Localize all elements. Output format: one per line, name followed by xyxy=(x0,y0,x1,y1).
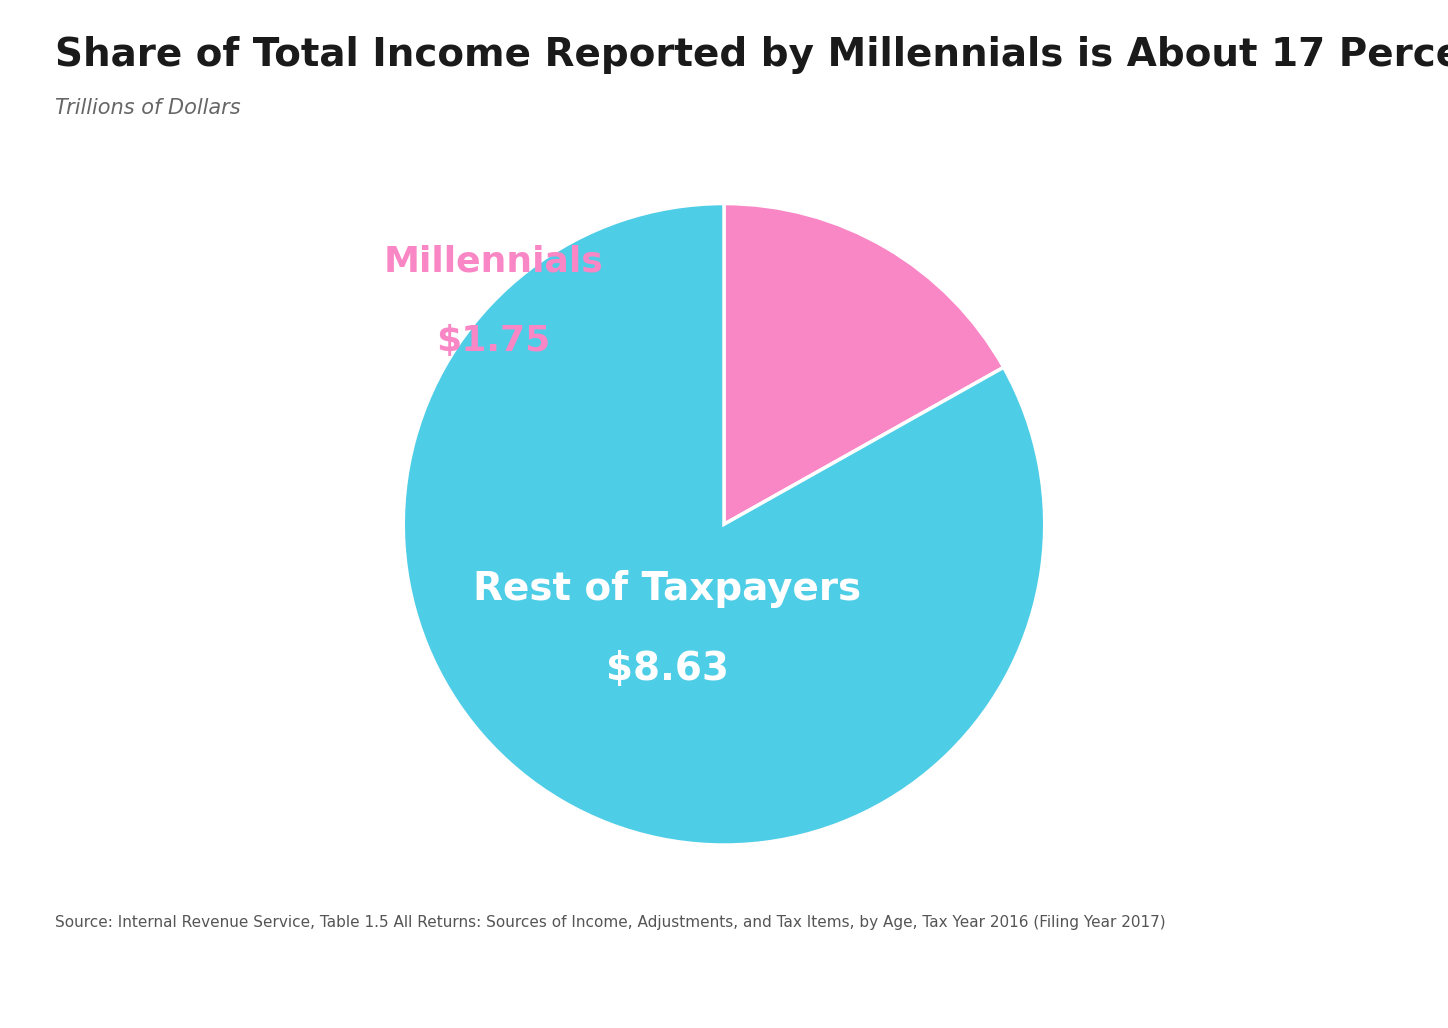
Text: @TaxFoundation: @TaxFoundation xyxy=(1251,981,1422,1001)
Text: Rest of Taxpayers: Rest of Taxpayers xyxy=(473,571,862,609)
Text: Trillions of Dollars: Trillions of Dollars xyxy=(55,98,240,117)
Wedge shape xyxy=(724,204,1003,524)
Text: $1.75: $1.75 xyxy=(436,325,550,359)
Text: Source: Internal Revenue Service, Table 1.5 All Returns: Sources of Income, Adju: Source: Internal Revenue Service, Table … xyxy=(55,915,1166,930)
Text: Millennials: Millennials xyxy=(384,245,602,279)
Text: $8.63: $8.63 xyxy=(605,651,728,689)
Text: TAX FOUNDATION: TAX FOUNDATION xyxy=(26,981,233,1001)
Wedge shape xyxy=(403,204,1045,845)
Text: Share of Total Income Reported by Millennials is About 17 Percent: Share of Total Income Reported by Millen… xyxy=(55,36,1448,74)
